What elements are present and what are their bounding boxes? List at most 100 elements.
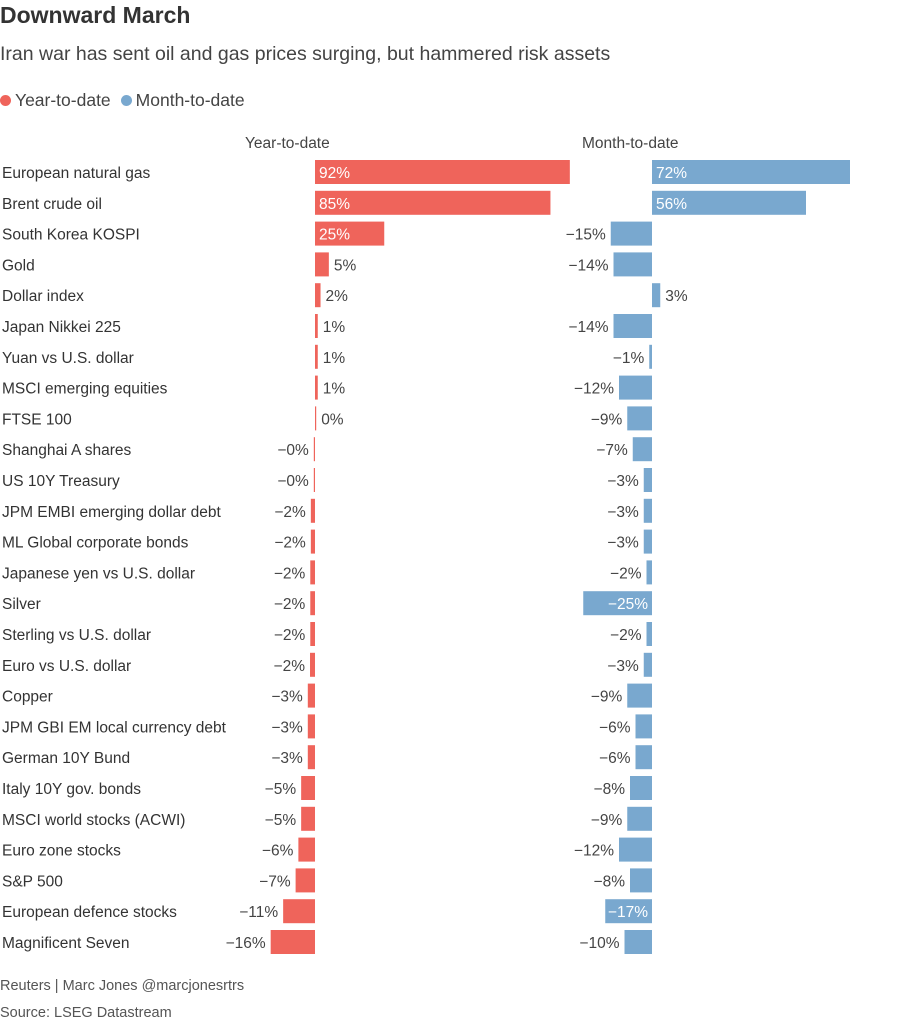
bar-mtd (627, 683, 652, 708)
bar-mtd (646, 622, 652, 646)
legend-swatch-mtd (120, 95, 132, 106)
bar-mtd (619, 837, 652, 862)
credit-line: Reuters | Marc Jones @marcjonesrtrs (0, 978, 245, 994)
category-label: US 10Y Treasury (2, 473, 120, 490)
data-label-ytd: 92% (319, 165, 350, 182)
bar-mtd (613, 252, 652, 277)
category-label: Sterling vs U.S. dollar (2, 627, 151, 644)
bar-mtd (630, 776, 652, 800)
bar-ytd (315, 344, 318, 369)
panel-title-mtd: Month-to-date (582, 135, 679, 152)
data-label-mtd: −2% (610, 565, 642, 582)
category-label: MSCI emerging equities (2, 381, 168, 398)
data-label-ytd: −2% (274, 504, 306, 521)
data-label-ytd: −2% (274, 565, 306, 582)
data-label-ytd: −7% (259, 873, 291, 890)
category-label: FTSE 100 (2, 411, 72, 428)
data-label-ytd: −2% (274, 596, 306, 613)
bar-mtd (630, 868, 652, 893)
data-label-mtd: −1% (613, 350, 645, 367)
data-label-mtd: −8% (594, 873, 626, 890)
bar-ytd (295, 868, 315, 893)
bar-ytd (315, 190, 551, 215)
data-label-ytd: −2% (274, 658, 306, 675)
category-label: Yuan vs U.S. dollar (2, 350, 134, 367)
data-label-mtd: −25% (608, 596, 648, 613)
bar-mtd (652, 190, 806, 215)
category-label: Japan Nikkei 225 (2, 319, 121, 336)
bar-ytd (315, 283, 321, 308)
category-label: S&P 500 (2, 873, 63, 890)
data-label-ytd: −2% (274, 535, 306, 552)
category-label: Silver (2, 596, 41, 613)
data-label-mtd: −14% (568, 257, 608, 274)
bar-ytd (283, 899, 315, 924)
bar-ytd (301, 806, 315, 831)
data-label-mtd: −17% (608, 904, 648, 921)
bar-mtd (643, 468, 652, 492)
category-label: Dollar index (2, 288, 84, 305)
bar-mtd (649, 344, 652, 369)
category-label: Japanese yen vs U.S. dollar (2, 565, 195, 582)
data-label-ytd: 0% (321, 411, 344, 428)
category-label: European natural gas (2, 165, 150, 182)
bar-mtd (619, 375, 652, 400)
bar-mtd (627, 406, 652, 431)
data-label-mtd: −2% (610, 627, 642, 644)
bar-ytd (307, 745, 315, 770)
category-label: Shanghai A shares (2, 442, 132, 459)
panel-title-ytd: Year-to-date (245, 135, 330, 152)
bar-ytd (315, 221, 385, 246)
category-label: MSCI world stocks (ACWI) (2, 812, 185, 829)
data-label-ytd: −3% (271, 689, 303, 706)
category-label: Gold (2, 257, 35, 274)
data-label-mtd: −3% (607, 535, 639, 552)
data-label-ytd: 1% (323, 381, 346, 398)
bar-ytd (315, 252, 329, 277)
bar-mtd (624, 930, 652, 954)
bar-mtd (652, 283, 661, 308)
bar-mtd (583, 591, 652, 616)
category-label: European defence stocks (2, 904, 177, 921)
legend-label-mtd: Month-to-date (135, 90, 245, 110)
data-label-mtd: −9% (591, 689, 623, 706)
bar-mtd (635, 714, 652, 739)
category-label: Magnificent Seven (2, 935, 130, 952)
bar-ytd (298, 837, 315, 862)
data-label-mtd: 56% (656, 196, 687, 213)
data-label-ytd: −11% (239, 904, 278, 921)
bar-mtd (613, 314, 652, 338)
data-label-ytd: −16% (226, 935, 266, 952)
data-label-ytd: −2% (274, 627, 306, 644)
data-label-ytd: 25% (319, 227, 350, 244)
bar-ytd (315, 375, 318, 400)
data-label-ytd: 2% (326, 288, 349, 305)
data-label-ytd: −0% (277, 473, 309, 490)
data-label-mtd: −3% (607, 473, 639, 490)
bar-ytd (270, 930, 315, 954)
bar-ytd (310, 498, 315, 523)
data-label-ytd: −5% (265, 812, 297, 829)
data-label-mtd: 3% (665, 288, 688, 305)
data-label-mtd: −9% (591, 812, 623, 829)
bar-mtd (643, 652, 652, 677)
bar-ytd (315, 314, 318, 338)
bar-mtd (605, 899, 652, 924)
category-label: Euro zone stocks (2, 843, 121, 860)
data-label-ytd: −6% (262, 843, 294, 860)
data-label-ytd: 1% (323, 350, 346, 367)
data-label-mtd: −3% (607, 504, 639, 521)
data-label-ytd: 1% (323, 319, 346, 336)
bar-ytd (307, 714, 315, 739)
data-label-mtd: −8% (594, 781, 626, 798)
data-label-mtd: −7% (596, 442, 628, 459)
category-label: German 10Y Bund (2, 750, 130, 767)
legend-label-ytd: Year-to-date (15, 90, 111, 110)
data-label-ytd: 85% (319, 196, 350, 213)
bar-ytd (310, 622, 315, 646)
bar-mtd (643, 498, 652, 523)
bar-ytd (310, 652, 315, 677)
data-label-ytd: −5% (265, 781, 297, 798)
bar-mtd (635, 745, 652, 770)
